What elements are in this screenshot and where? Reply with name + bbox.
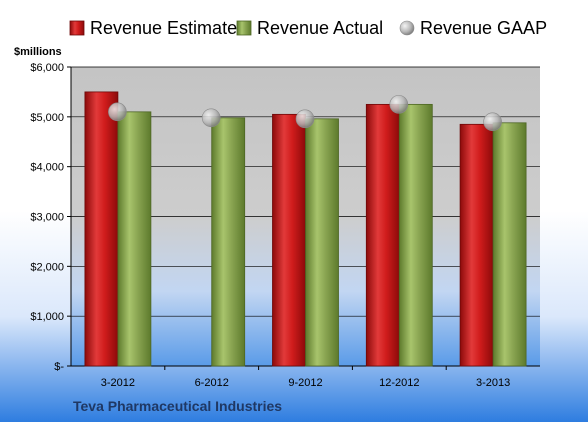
x-tick-label: 12-2012 <box>379 377 419 389</box>
y-tick-label: $4,000 <box>30 162 64 174</box>
bar-revenue-actual <box>492 122 527 367</box>
legend-label: Revenue Actual <box>257 18 383 38</box>
legend-label: Revenue Estimate <box>90 18 237 38</box>
y-tick-label: $2,000 <box>30 261 64 273</box>
bar-revenue-actual <box>117 111 152 367</box>
legend-swatch <box>236 20 252 36</box>
bar-revenue-estimate <box>459 123 494 367</box>
marker-revenue-gaap <box>201 108 221 128</box>
bar-revenue-estimate <box>84 91 119 367</box>
bar-revenue-estimate <box>272 113 306 367</box>
y-tick-label: $3,000 <box>30 212 64 224</box>
bar-revenue-estimate <box>365 103 400 367</box>
bar-revenue-actual <box>305 118 339 367</box>
legend-swatch <box>69 20 85 36</box>
x-tick-label: 3-2013 <box>476 377 510 389</box>
legend-label: Revenue GAAP <box>420 18 547 38</box>
y-tick-label: $5,000 <box>30 112 64 124</box>
marker-revenue-gaap <box>483 112 502 132</box>
legend-swatch <box>399 20 415 36</box>
x-tick-label: 6-2012 <box>195 377 229 389</box>
bar-revenue-actual <box>398 103 433 367</box>
y-tick-label: $1,000 <box>30 311 64 323</box>
x-tick-label: 9-2012 <box>288 377 322 389</box>
marker-revenue-gaap <box>295 109 315 129</box>
marker-revenue-gaap <box>108 102 127 122</box>
unit-label: $millions <box>14 46 62 58</box>
x-tick-label: 3-2012 <box>101 377 135 389</box>
y-tick-label: $6,000 <box>30 62 64 74</box>
bar-revenue-actual <box>211 117 246 367</box>
company-name: Teva Pharmaceutical Industries <box>73 398 282 414</box>
marker-revenue-gaap <box>389 95 409 114</box>
y-tick-label: $- <box>54 361 64 373</box>
